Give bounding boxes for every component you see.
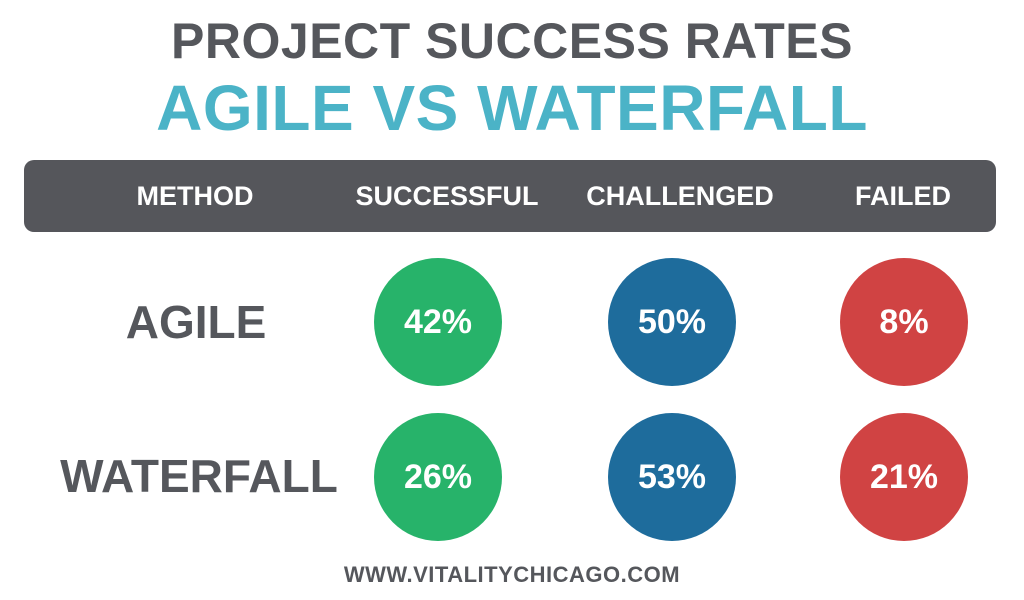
column-header-successful: SUCCESSFUL bbox=[355, 181, 539, 211]
column-header-failed: FAILED bbox=[854, 181, 951, 211]
column-header-bar: METHOD SUCCESSFUL CHALLENGED FAILED bbox=[24, 160, 996, 232]
footer-website-url: WWW.VITALITYCHICAGO.COM bbox=[343, 562, 681, 587]
column-header-challenged: CHALLENGED bbox=[586, 181, 774, 211]
agile-failed-value: 8% bbox=[840, 258, 968, 386]
agile-challenged-value: 50% bbox=[608, 258, 736, 386]
column-header-method: METHOD bbox=[136, 181, 254, 211]
chart-title-line-1: PROJECT SUCCESS RATES bbox=[171, 13, 853, 69]
waterfall-failed-value: 21% bbox=[840, 413, 968, 541]
row-label-agile: AGILE bbox=[125, 296, 267, 348]
waterfall-challenged-value: 53% bbox=[608, 413, 736, 541]
row-label-waterfall: WATERFALL bbox=[60, 450, 338, 502]
agile-successful-value: 42% bbox=[374, 258, 502, 386]
waterfall-successful-value: 26% bbox=[374, 413, 502, 541]
chart-title-line-2: AGILE VS WATERFALL bbox=[156, 72, 868, 144]
